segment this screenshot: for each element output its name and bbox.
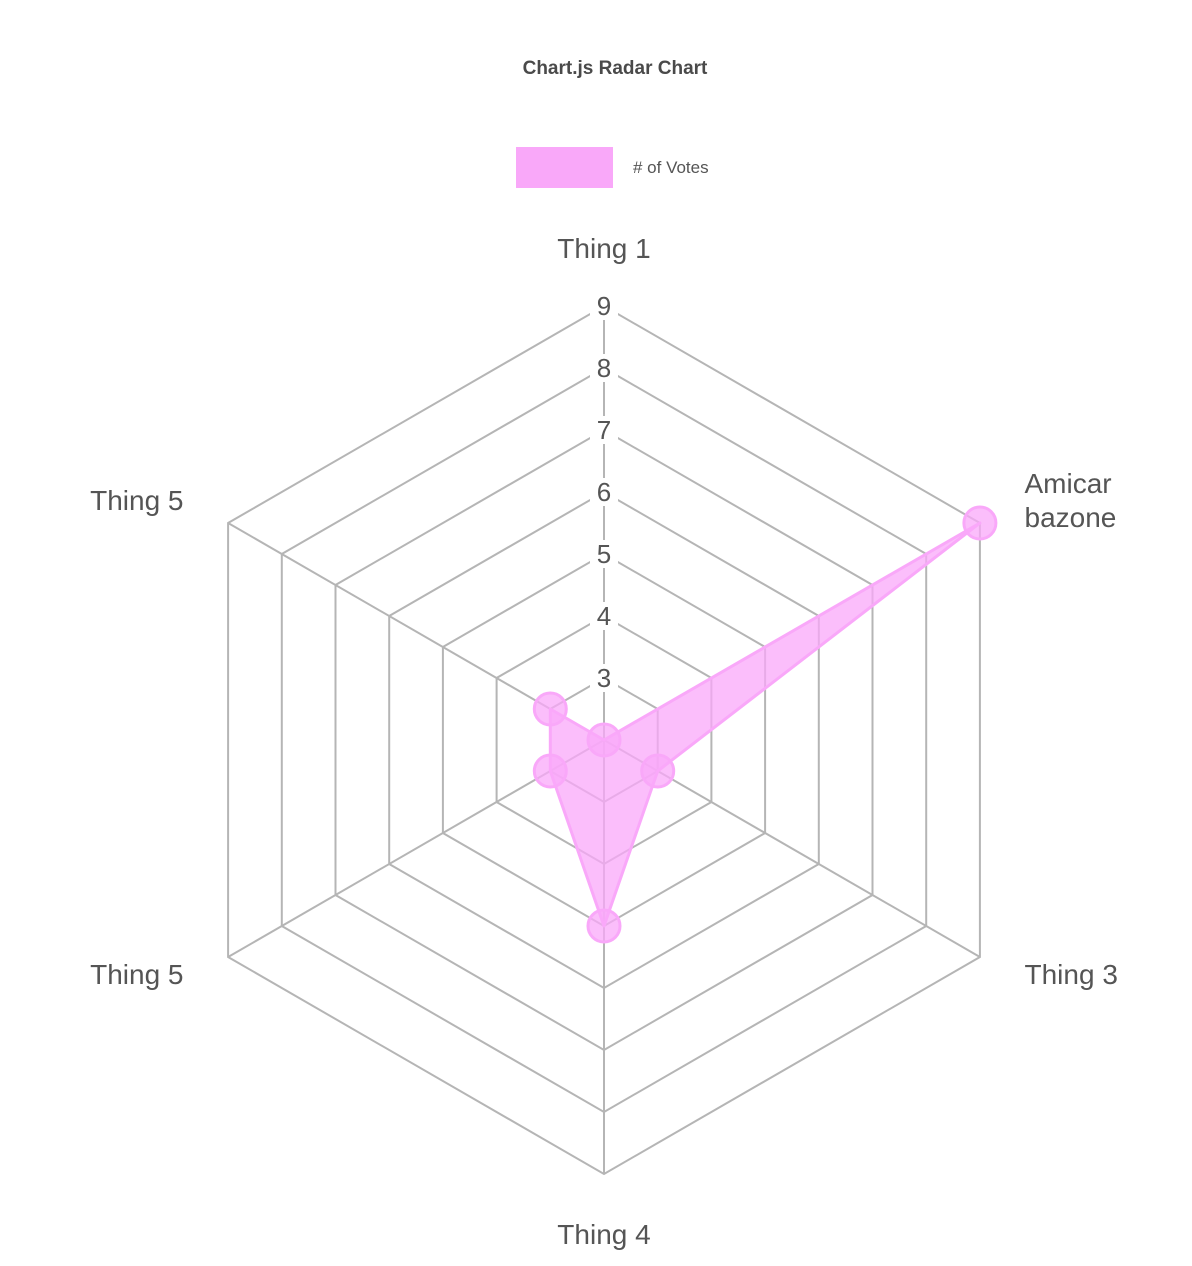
tick-backdrop [590,540,618,568]
data-point[interactable] [586,722,622,758]
data-point[interactable] [532,691,568,727]
data-point[interactable] [586,908,622,944]
tick-label: 9 [597,291,611,321]
axis-label: Thing 4 [557,1219,650,1250]
axis-label: Amicar [1025,468,1112,499]
tick-backdrop [590,416,618,444]
axis-label: Thing 5 [90,959,183,990]
data-point[interactable] [962,505,998,541]
tick-backdrop [590,664,618,692]
tick-backdrop [590,602,618,630]
tick-label: 8 [597,353,611,383]
radar-tick-labels: 3 4 5 6 7 8 9 [590,291,618,693]
legend-label[interactable]: # of Votes [633,158,709,177]
tick-label: 4 [597,601,611,631]
axis-label: Thing 1 [557,233,650,264]
radar-series [532,505,998,944]
legend-swatch[interactable] [516,147,613,188]
tick-label: 5 [597,539,611,569]
tick-label: 6 [597,477,611,507]
data-point[interactable] [640,753,676,789]
axis-label: bazone [1025,502,1117,533]
legend[interactable]: # of Votes [516,147,709,188]
tick-backdrop [590,478,618,506]
tick-label: 3 [597,663,611,693]
data-point[interactable] [532,753,568,789]
tick-backdrop [590,292,618,320]
tick-backdrop [590,354,618,382]
chart-title: Chart.js Radar Chart [523,58,708,79]
axis-label: Thing 5 [90,485,183,516]
tick-label: 7 [597,415,611,445]
axis-label: Thing 3 [1025,959,1118,990]
